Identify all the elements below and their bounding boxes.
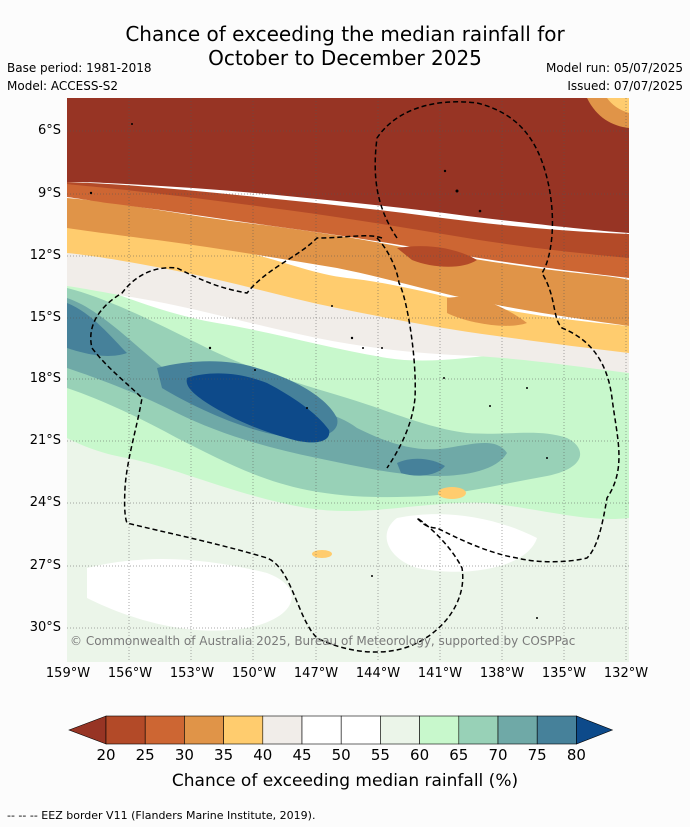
colorbar-tick-label: 20	[96, 746, 116, 764]
lon-label: 132°W	[603, 666, 649, 681]
colorbar-graphic	[68, 715, 614, 745]
colorbar-segment	[419, 715, 460, 745]
lat-label: 12°S	[29, 248, 61, 263]
colorbar-tick-label: 35	[214, 746, 234, 764]
map-canvas	[67, 98, 629, 662]
copyright-notice: © Commonwealth of Australia 2025, Bureau…	[70, 634, 576, 648]
lon-label: 135°W	[541, 666, 587, 681]
model-run: Model run: 05/07/2025	[545, 61, 683, 75]
colorbar-tick-label: 25	[135, 746, 155, 764]
colorbar-segment	[340, 715, 381, 745]
lat-label: 27°S	[29, 558, 61, 573]
colorbar-tick-label: 65	[449, 746, 469, 764]
colorbar-segment	[184, 715, 224, 745]
colorbar-tick-label: 55	[370, 746, 390, 764]
lon-label: 153°W	[169, 666, 215, 681]
eez-footnote: -- -- -- EEZ border V11 (Flanders Marine…	[7, 809, 316, 822]
colorbar-tick-label: 80	[566, 746, 586, 764]
meta-right: Model run: 05/07/2025 Issued: 07/07/2025	[546, 59, 683, 95]
meta-left: Base period: 1981-2018 Model: ACCESS-S2	[7, 59, 152, 95]
colorbar-tick-label: 50	[331, 746, 351, 764]
zone-55-60-white-patches	[87, 558, 292, 631]
colorbar-segment	[458, 715, 499, 745]
lon-label: 159°W	[45, 666, 91, 681]
colorbar-tick-label: 70	[488, 746, 508, 764]
eez-borders	[90, 101, 620, 653]
issued-date: Issued: 07/07/2025	[567, 79, 683, 93]
title-line-1: Chance of exceeding the median rainfall …	[125, 22, 565, 46]
colorbar-tick-label: 40	[253, 746, 273, 764]
zone-45-50	[67, 248, 629, 373]
colorbar-segment	[105, 715, 146, 745]
lat-label: 24°S	[29, 495, 61, 510]
colorbar-segment	[223, 715, 264, 745]
lon-label: 150°W	[231, 666, 277, 681]
colorbar-extend-low	[68, 715, 107, 745]
lon-label: 144°W	[355, 666, 401, 681]
lat-label: 6°S	[37, 123, 61, 138]
colorbar	[68, 715, 624, 749]
colorbar-segment	[497, 715, 538, 745]
map-title: Chance of exceeding the median rainfall …	[0, 22, 690, 70]
zone-20-25	[67, 182, 629, 258]
colorbar-title: Chance of exceeding median rainfall (%)	[171, 771, 519, 791]
lat-label: 30°S	[29, 620, 61, 635]
colorbar-tick-label: 45	[292, 746, 312, 764]
graticule	[67, 98, 629, 662]
zone-above-80	[186, 373, 330, 443]
lon-label: 138°W	[479, 666, 525, 681]
colorbar-segment	[144, 715, 185, 745]
lon-label: 147°W	[293, 666, 339, 681]
zone-30-35	[67, 198, 629, 326]
colorbar-segment	[262, 715, 303, 745]
base-period: Base period: 1981-2018	[7, 61, 152, 75]
lon-label: 141°W	[417, 666, 463, 681]
islands	[89, 123, 548, 619]
lat-label: 15°S	[29, 310, 61, 325]
rainfall-map: © Commonwealth of Australia 2025, Bureau…	[67, 98, 629, 662]
zone-70-75	[67, 288, 581, 498]
lat-label: 9°S	[37, 186, 61, 201]
zone-75-80	[67, 298, 507, 476]
zone-25-30	[67, 183, 629, 278]
lon-label: 156°W	[107, 666, 153, 681]
lat-label: 18°S	[29, 371, 61, 386]
colorbar-segment	[536, 715, 577, 745]
model-name: Model: ACCESS-S2	[7, 79, 119, 93]
zone-below-20	[67, 98, 629, 233]
colorbar-tick-label: 60	[410, 746, 430, 764]
colorbar-segment	[301, 715, 342, 745]
warm-spot	[438, 487, 466, 499]
title-line-2: October to December 2025	[208, 46, 482, 70]
colorbar-extend-high	[576, 715, 614, 745]
colorbar-tick-label: 30	[174, 746, 194, 764]
colorbar-segment	[380, 715, 420, 745]
lat-label: 21°S	[29, 433, 61, 448]
colorbar-tick-label: 75	[527, 746, 547, 764]
